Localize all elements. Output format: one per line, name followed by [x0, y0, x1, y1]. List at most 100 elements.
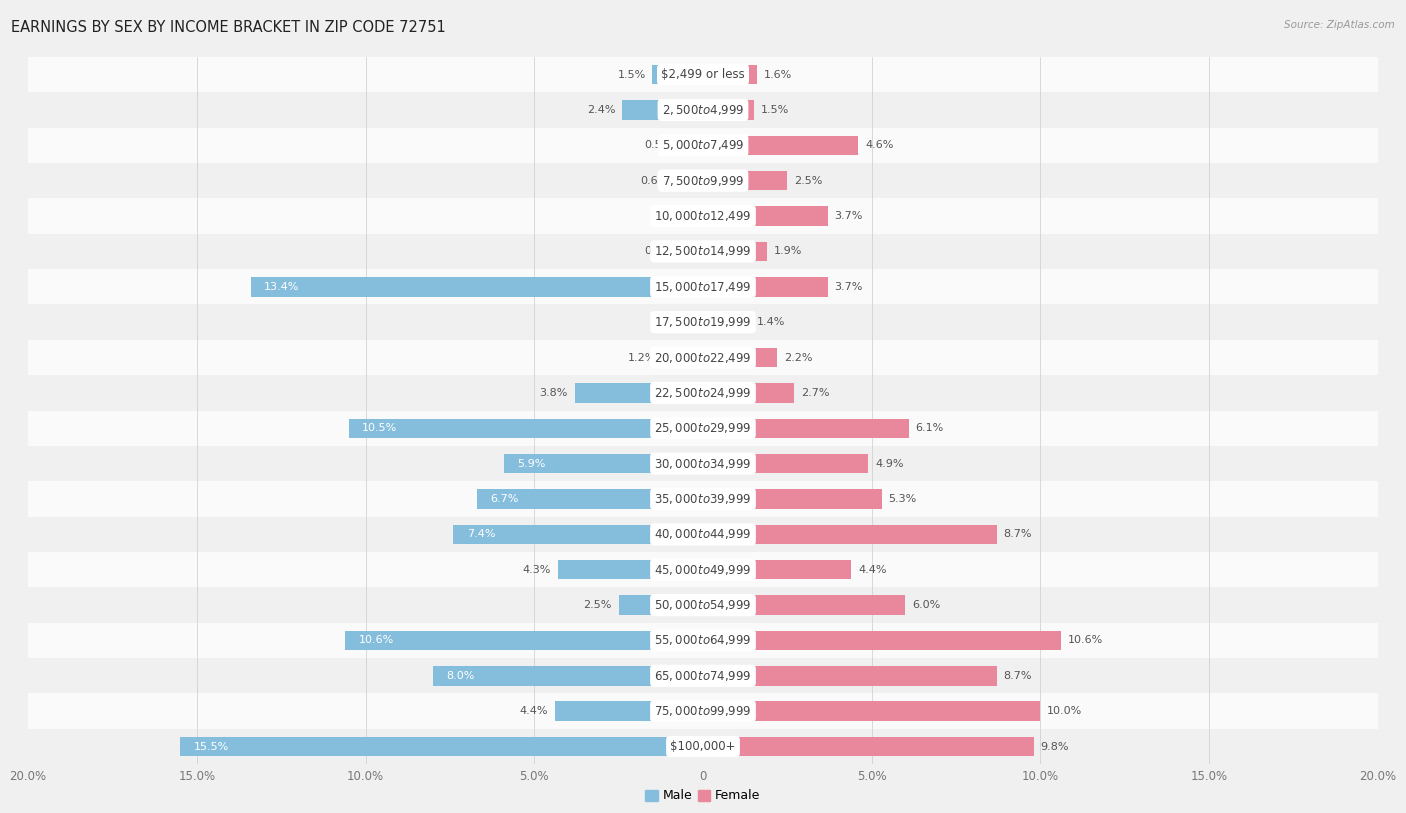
- Bar: [679, 241, 703, 261]
- Text: 10.5%: 10.5%: [363, 424, 398, 433]
- Bar: [703, 560, 852, 580]
- Text: 13.4%: 13.4%: [264, 282, 299, 292]
- Bar: [619, 595, 703, 615]
- Bar: [433, 666, 703, 685]
- Text: $35,000 to $39,999: $35,000 to $39,999: [654, 492, 752, 506]
- Legend: Male, Female: Male, Female: [641, 785, 765, 807]
- Text: 10.0%: 10.0%: [1047, 706, 1083, 716]
- Text: 0.0%: 0.0%: [668, 211, 696, 221]
- Text: $2,500 to $4,999: $2,500 to $4,999: [662, 103, 744, 117]
- Text: 4.4%: 4.4%: [519, 706, 548, 716]
- Text: 4.3%: 4.3%: [523, 565, 551, 575]
- Text: 4.4%: 4.4%: [858, 565, 887, 575]
- Bar: [703, 666, 997, 685]
- Bar: [703, 348, 778, 367]
- Bar: [28, 340, 1378, 375]
- Bar: [250, 277, 703, 297]
- Bar: [28, 128, 1378, 163]
- Bar: [346, 631, 703, 650]
- Text: 4.6%: 4.6%: [865, 141, 893, 150]
- Bar: [28, 163, 1378, 198]
- Bar: [703, 489, 882, 509]
- Bar: [349, 419, 703, 438]
- Text: $75,000 to $99,999: $75,000 to $99,999: [654, 704, 752, 718]
- Bar: [180, 737, 703, 756]
- Text: 6.1%: 6.1%: [915, 424, 943, 433]
- Bar: [28, 446, 1378, 481]
- Text: $17,500 to $19,999: $17,500 to $19,999: [654, 315, 752, 329]
- Text: 3.7%: 3.7%: [835, 282, 863, 292]
- Bar: [554, 702, 703, 721]
- Text: 2.5%: 2.5%: [583, 600, 612, 610]
- Bar: [703, 419, 908, 438]
- Bar: [686, 136, 703, 155]
- Text: $40,000 to $44,999: $40,000 to $44,999: [654, 528, 752, 541]
- Text: $12,500 to $14,999: $12,500 to $14,999: [654, 245, 752, 259]
- Text: 8.7%: 8.7%: [1004, 671, 1032, 680]
- Bar: [477, 489, 703, 509]
- Bar: [703, 702, 1040, 721]
- Text: 8.0%: 8.0%: [447, 671, 475, 680]
- Bar: [28, 92, 1378, 128]
- Text: 7.4%: 7.4%: [467, 529, 495, 539]
- Text: $45,000 to $49,999: $45,000 to $49,999: [654, 563, 752, 576]
- Text: 1.5%: 1.5%: [617, 70, 645, 80]
- Text: Source: ZipAtlas.com: Source: ZipAtlas.com: [1284, 20, 1395, 30]
- Bar: [662, 348, 703, 367]
- Bar: [703, 171, 787, 190]
- Bar: [703, 241, 768, 261]
- Text: 1.9%: 1.9%: [773, 246, 803, 256]
- Bar: [28, 729, 1378, 764]
- Bar: [503, 454, 703, 473]
- Text: 8.7%: 8.7%: [1004, 529, 1032, 539]
- Text: $65,000 to $74,999: $65,000 to $74,999: [654, 669, 752, 683]
- Bar: [652, 65, 703, 85]
- Bar: [703, 277, 828, 297]
- Text: 6.0%: 6.0%: [912, 600, 941, 610]
- Bar: [682, 171, 703, 190]
- Bar: [28, 481, 1378, 517]
- Text: 3.7%: 3.7%: [835, 211, 863, 221]
- Text: 2.4%: 2.4%: [586, 105, 616, 115]
- Bar: [703, 383, 794, 402]
- Text: 2.7%: 2.7%: [801, 388, 830, 398]
- Text: $25,000 to $29,999: $25,000 to $29,999: [654, 421, 752, 435]
- Text: $7,500 to $9,999: $7,500 to $9,999: [662, 174, 744, 188]
- Bar: [703, 65, 756, 85]
- Text: 4.9%: 4.9%: [875, 459, 904, 468]
- Text: $2,499 or less: $2,499 or less: [661, 68, 745, 81]
- Text: 15.5%: 15.5%: [194, 741, 229, 751]
- Bar: [28, 517, 1378, 552]
- Bar: [28, 269, 1378, 304]
- Text: 0.51%: 0.51%: [644, 141, 679, 150]
- Text: 1.4%: 1.4%: [756, 317, 786, 327]
- Bar: [703, 312, 751, 332]
- Text: $15,000 to $17,499: $15,000 to $17,499: [654, 280, 752, 293]
- Bar: [575, 383, 703, 402]
- Text: $100,000+: $100,000+: [671, 740, 735, 753]
- Bar: [558, 560, 703, 580]
- Text: 2.2%: 2.2%: [785, 353, 813, 363]
- Text: 2.5%: 2.5%: [794, 176, 823, 185]
- Bar: [703, 454, 869, 473]
- Bar: [703, 100, 754, 120]
- Text: 1.2%: 1.2%: [627, 353, 655, 363]
- Text: 9.8%: 9.8%: [1040, 741, 1069, 751]
- Bar: [28, 659, 1378, 693]
- Text: 6.7%: 6.7%: [491, 494, 519, 504]
- Text: 1.5%: 1.5%: [761, 105, 789, 115]
- Text: $5,000 to $7,499: $5,000 to $7,499: [662, 138, 744, 152]
- Text: 5.3%: 5.3%: [889, 494, 917, 504]
- Text: $50,000 to $54,999: $50,000 to $54,999: [654, 598, 752, 612]
- Text: 0.7%: 0.7%: [644, 246, 672, 256]
- Text: 3.8%: 3.8%: [540, 388, 568, 398]
- Bar: [453, 524, 703, 544]
- Text: 10.6%: 10.6%: [359, 636, 394, 646]
- Bar: [28, 57, 1378, 92]
- Text: $30,000 to $34,999: $30,000 to $34,999: [654, 457, 752, 471]
- Bar: [28, 587, 1378, 623]
- Bar: [703, 207, 828, 226]
- Bar: [28, 623, 1378, 659]
- Text: 5.9%: 5.9%: [517, 459, 546, 468]
- Bar: [28, 552, 1378, 587]
